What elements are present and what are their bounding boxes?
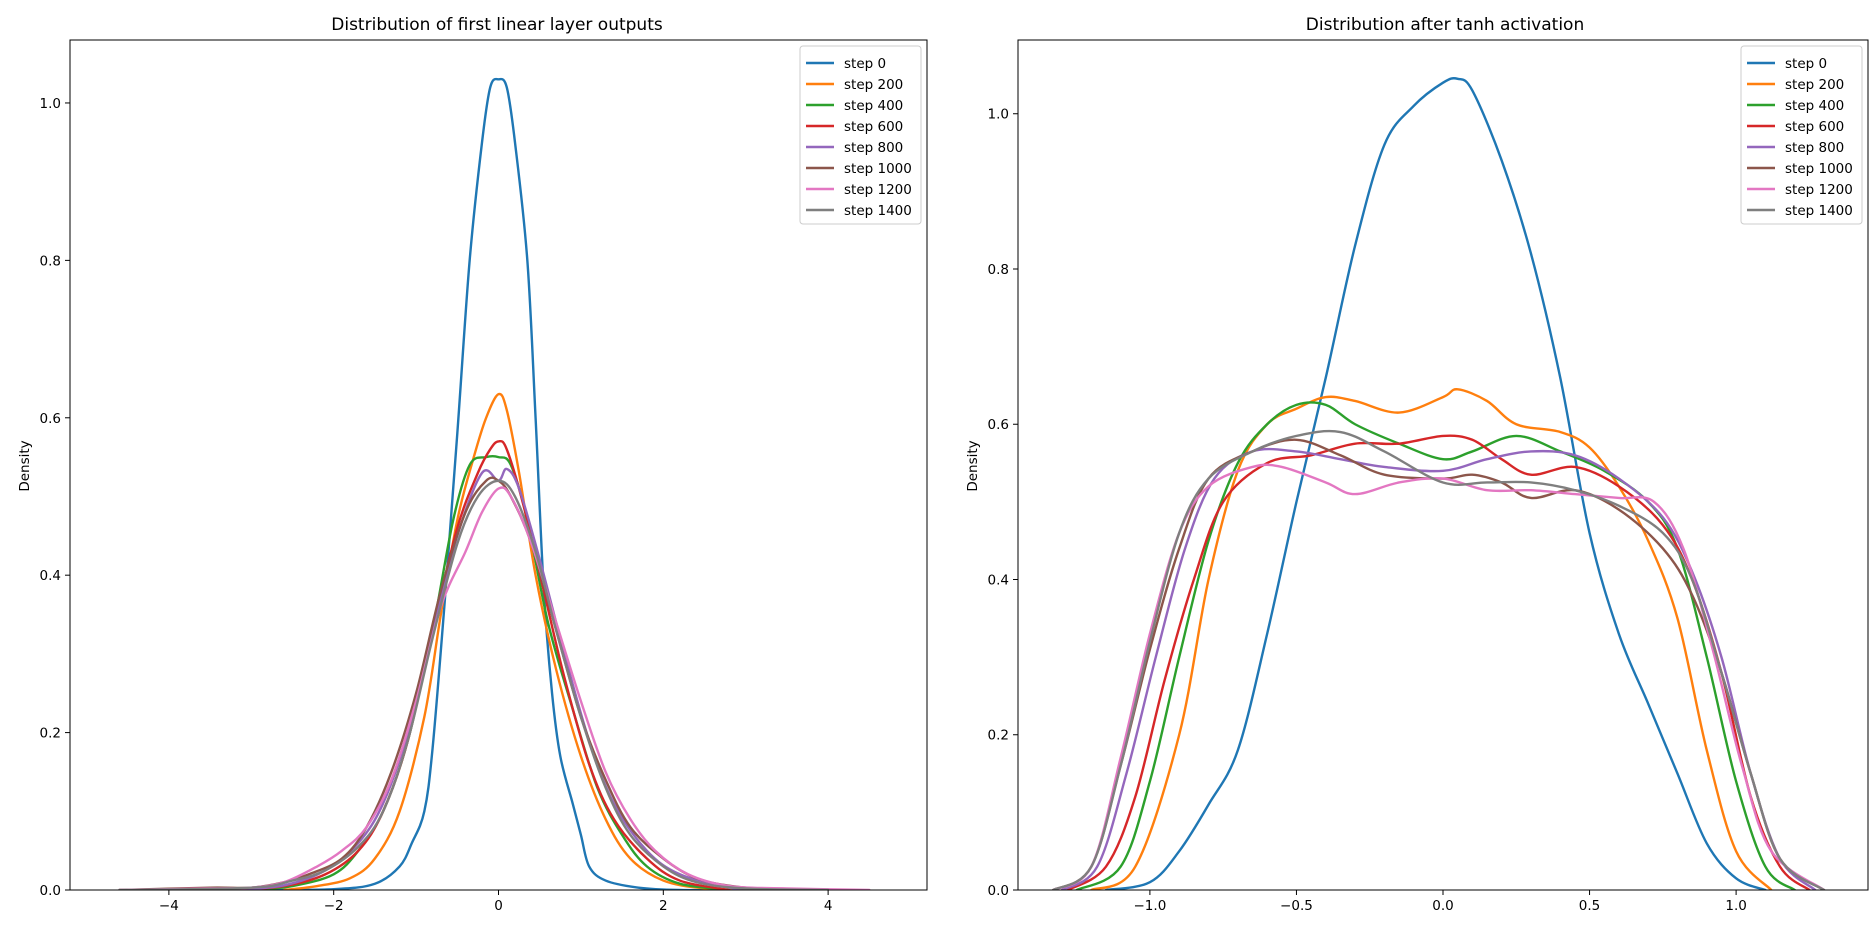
chart-after-tanh-activation: Distribution after tanh activation Densi… bbox=[965, 15, 1869, 914]
x-tick-label: 0 bbox=[494, 898, 503, 914]
y-axis-label: Density bbox=[17, 440, 33, 491]
y-tick-label: 1.0 bbox=[40, 96, 61, 112]
legend-label-step-1200: step 1200 bbox=[1785, 182, 1853, 198]
y-tick-label: 0.6 bbox=[988, 417, 1009, 433]
plot-area: −1.0 −0.5 0.0 0.5 1.0 0.0 0.2 0.4 0.6 0.8 1.0 step … bbox=[988, 39, 1869, 914]
x-tick-label: −1.0 bbox=[1134, 898, 1167, 914]
y-tick-label: 0.8 bbox=[988, 262, 1009, 278]
chart-title: Distribution of first linear layer outpu… bbox=[331, 15, 663, 35]
series-line-step-1400 bbox=[1051, 429, 1826, 890]
series-line-step-600 bbox=[233, 439, 731, 890]
legend-box bbox=[1740, 45, 1863, 225]
y-tick-label: 0.2 bbox=[40, 726, 61, 742]
y-tick-label: 0.2 bbox=[988, 728, 1009, 744]
x-tick-label: −2 bbox=[324, 898, 344, 914]
chart-title: Distribution after tanh activation bbox=[1306, 15, 1584, 35]
x-tick-label: −4 bbox=[159, 898, 179, 914]
x-tick-label: −0.5 bbox=[1280, 898, 1313, 914]
series-line-step-1200 bbox=[1051, 463, 1826, 890]
series-line-step-200 bbox=[1090, 388, 1773, 890]
series-line-step-200 bbox=[283, 392, 747, 890]
series-lines bbox=[118, 77, 871, 890]
y-tick-label: 0.8 bbox=[40, 253, 61, 269]
series-line-step-0 bbox=[1104, 77, 1767, 890]
legend-label-step-0: step 0 bbox=[1785, 56, 1827, 72]
series-line-step-400 bbox=[250, 454, 731, 890]
legend-label-step-1000: step 1000 bbox=[1785, 161, 1853, 177]
y-axis-label: Density bbox=[965, 440, 981, 491]
series-lines bbox=[1051, 77, 1826, 890]
y-tick-label: 0.6 bbox=[40, 411, 61, 427]
legend-label-step-400: step 400 bbox=[1785, 98, 1844, 114]
legend-label-step-800: step 800 bbox=[1785, 140, 1844, 156]
series-line-step-800 bbox=[1060, 447, 1817, 890]
y-tick-label: 0.0 bbox=[988, 883, 1009, 899]
legend-box bbox=[799, 45, 922, 225]
legend-label-step-0: step 0 bbox=[844, 56, 886, 72]
legend-label-step-600: step 600 bbox=[844, 119, 903, 135]
series-line-step-800 bbox=[233, 467, 764, 890]
legend-label-step-1000: step 1000 bbox=[844, 161, 912, 177]
y-tick-label: 0.4 bbox=[988, 572, 1009, 588]
legend-label-step-400: step 400 bbox=[844, 98, 903, 114]
legend-label-step-600: step 600 bbox=[1785, 119, 1844, 135]
series-line-step-0 bbox=[250, 77, 747, 890]
x-tick-label: 2 bbox=[659, 898, 668, 914]
legend-label-step-1400: step 1400 bbox=[1785, 203, 1853, 219]
y-tick-label: 1.0 bbox=[988, 107, 1009, 123]
series-line-step-1400 bbox=[118, 479, 830, 890]
series-line-step-1000 bbox=[118, 476, 789, 890]
axes-frame bbox=[69, 39, 928, 891]
x-tick-label: 4 bbox=[824, 898, 833, 914]
x-tick-label: 0.5 bbox=[1579, 898, 1600, 914]
legend: step 0 step 200 step 400 step 600 step 800 st… bbox=[1740, 45, 1863, 225]
legend-label-step-200: step 200 bbox=[844, 77, 903, 93]
legend: step 0 step 200 step 400 step 600 step 800 st… bbox=[799, 45, 922, 225]
y-tick-label: 0.0 bbox=[40, 883, 61, 899]
series-line-step-1200 bbox=[118, 486, 871, 890]
legend-label-step-800: step 800 bbox=[844, 140, 903, 156]
legend-label-step-1400: step 1400 bbox=[844, 203, 912, 219]
chart-first-linear-layer-outputs: Distribution of first linear layer outpu… bbox=[17, 15, 928, 914]
series-line-step-400 bbox=[1075, 401, 1796, 890]
legend-label-step-1200: step 1200 bbox=[844, 182, 912, 198]
x-tick-label: 1.0 bbox=[1725, 898, 1746, 914]
x-tick-label: 0.0 bbox=[1432, 898, 1453, 914]
y-tick-label: 0.4 bbox=[40, 568, 61, 584]
legend-label-step-200: step 200 bbox=[1785, 77, 1844, 93]
